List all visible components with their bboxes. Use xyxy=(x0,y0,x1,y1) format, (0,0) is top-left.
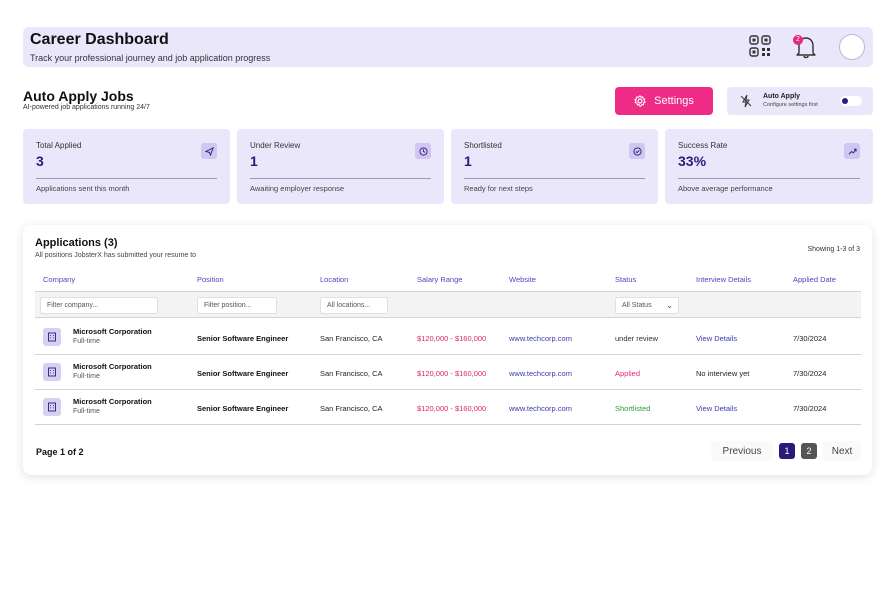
toggle-knob xyxy=(842,98,848,104)
send-icon xyxy=(201,143,217,159)
applied-date-cell: 7/30/2024 xyxy=(793,404,827,413)
page-2-button[interactable]: 2 xyxy=(801,443,817,459)
column-header-position[interactable]: Position xyxy=(197,275,224,284)
building-icon xyxy=(43,398,61,416)
auto-apply-panel: Auto Apply Configure settings first xyxy=(727,87,873,115)
section-subtitle: AI-powered job applications running 24/7 xyxy=(23,104,150,111)
salary-cell: $120,000 - $160,000 xyxy=(417,369,487,378)
gear-icon xyxy=(634,95,647,107)
page-info: Page 1 of 2 xyxy=(36,447,84,457)
settings-button-label: Settings xyxy=(654,95,694,107)
qr-code-icon[interactable] xyxy=(749,35,771,57)
table-row[interactable]: Microsoft Corporation Full-time Senior S… xyxy=(35,355,861,390)
stat-value: 33% xyxy=(678,153,707,169)
salary-cell: $120,000 - $160,000 xyxy=(417,334,487,343)
previous-button[interactable]: Previous xyxy=(711,441,773,461)
chevron-down-icon: ⌄ xyxy=(666,301,673,310)
avatar[interactable] xyxy=(839,34,865,60)
website-link[interactable]: www.techcorp.com xyxy=(509,334,572,343)
view-details-link[interactable]: View Details xyxy=(696,334,738,343)
status-filter-select[interactable]: All Status ⌄ xyxy=(615,297,679,314)
company-name: Microsoft Corporation xyxy=(73,397,152,406)
column-header-status[interactable]: Status xyxy=(615,275,637,284)
company-name: Microsoft Corporation xyxy=(73,327,152,336)
company-filter-input[interactable]: Filter company... xyxy=(40,297,158,314)
view-details-link[interactable]: View Details xyxy=(696,404,738,413)
salary-cell: $120,000 - $160,000 xyxy=(417,404,487,413)
stat-label: Total Applied xyxy=(36,141,82,150)
status-cell: Applied xyxy=(615,369,641,378)
stat-card-success-rate: Success Rate 33% Above average performan… xyxy=(665,129,873,204)
divider xyxy=(250,178,431,179)
page-subtitle: Track your professional journey and job … xyxy=(30,53,271,63)
applied-date-cell: 7/30/2024 xyxy=(793,334,827,343)
applied-date-cell: 7/30/2024 xyxy=(793,369,827,378)
job-type: Full-time xyxy=(73,373,100,380)
stat-value: 1 xyxy=(464,153,472,169)
stat-value: 3 xyxy=(36,153,44,169)
trending-up-icon xyxy=(844,143,860,159)
zap-off-icon xyxy=(740,94,752,108)
status-filter-value: All Status xyxy=(622,302,652,309)
settings-button[interactable]: Settings xyxy=(615,87,713,115)
position-cell: Senior Software Engineer xyxy=(197,404,289,413)
column-header-applied-date[interactable]: Applied Date xyxy=(793,275,836,284)
website-link[interactable]: www.techcorp.com xyxy=(509,369,572,378)
filter-row: Filter company... Filter position... All… xyxy=(35,291,861,318)
auto-apply-toggle[interactable] xyxy=(840,96,862,106)
page-title: Career Dashboard xyxy=(30,31,169,48)
column-header-company[interactable]: Company xyxy=(43,275,76,284)
location-filter-input[interactable]: All locations... xyxy=(320,297,388,314)
clock-icon xyxy=(415,143,431,159)
column-header-interview[interactable]: Interview Details xyxy=(696,275,752,284)
location-cell: San Francisco, CA xyxy=(320,404,383,413)
company-name: Microsoft Corporation xyxy=(73,362,152,371)
stat-label: Under Review xyxy=(250,141,301,150)
divider xyxy=(464,178,645,179)
building-icon xyxy=(43,328,61,346)
interview-cell: No interview yet xyxy=(696,369,750,378)
stat-note: Ready for next steps xyxy=(464,184,533,193)
stat-note: Awaiting employer response xyxy=(250,184,345,193)
stat-note: Above average performance xyxy=(678,184,773,193)
position-filter-input[interactable]: Filter position... xyxy=(197,297,277,314)
applications-title: Applications (3) xyxy=(35,237,118,249)
auto-apply-subtitle: Configure settings first xyxy=(763,102,818,108)
status-cell: under review xyxy=(615,334,658,343)
header-bar: Career Dashboard Track your professional… xyxy=(23,27,873,67)
stat-card-under-review: Under Review 1 Awaiting employer respons… xyxy=(237,129,444,204)
divider xyxy=(678,178,860,179)
status-cell: Shortlisted xyxy=(615,404,651,413)
position-cell: Senior Software Engineer xyxy=(197,369,289,378)
stat-note: Applications sent this month xyxy=(36,184,130,193)
divider xyxy=(36,178,217,179)
location-cell: San Francisco, CA xyxy=(320,334,383,343)
stat-card-total-applied: Total Applied 3 Applications sent this m… xyxy=(23,129,230,204)
showing-count: Showing 1-3 of 3 xyxy=(807,246,860,253)
stat-value: 1 xyxy=(250,153,258,169)
column-header-location[interactable]: Location xyxy=(320,275,349,284)
stat-label: Success Rate xyxy=(678,141,728,150)
notification-badge: 2 xyxy=(793,35,803,45)
table-row[interactable]: Microsoft Corporation Full-time Senior S… xyxy=(35,320,861,355)
stat-card-shortlisted: Shortlisted 1 Ready for next steps xyxy=(451,129,658,204)
stat-label: Shortlisted xyxy=(464,141,502,150)
column-header-website[interactable]: Website xyxy=(509,275,536,284)
page-1-button[interactable]: 1 xyxy=(779,443,795,459)
check-circle-icon xyxy=(629,143,645,159)
applications-card: Applications (3) All positions JobsterX … xyxy=(23,225,872,475)
job-type: Full-time xyxy=(73,408,100,415)
position-cell: Senior Software Engineer xyxy=(197,334,289,343)
next-button[interactable]: Next xyxy=(823,441,861,461)
location-cell: San Francisco, CA xyxy=(320,369,383,378)
job-type: Full-time xyxy=(73,338,100,345)
table-row[interactable]: Microsoft Corporation Full-time Senior S… xyxy=(35,390,861,425)
applications-subtitle: All positions JobsterX has submitted you… xyxy=(35,252,197,259)
auto-apply-title: Auto Apply xyxy=(763,93,801,100)
building-icon xyxy=(43,363,61,381)
column-header-salary[interactable]: Salary Range xyxy=(417,275,463,284)
section-title: Auto Apply Jobs xyxy=(23,88,134,104)
website-link[interactable]: www.techcorp.com xyxy=(509,404,572,413)
